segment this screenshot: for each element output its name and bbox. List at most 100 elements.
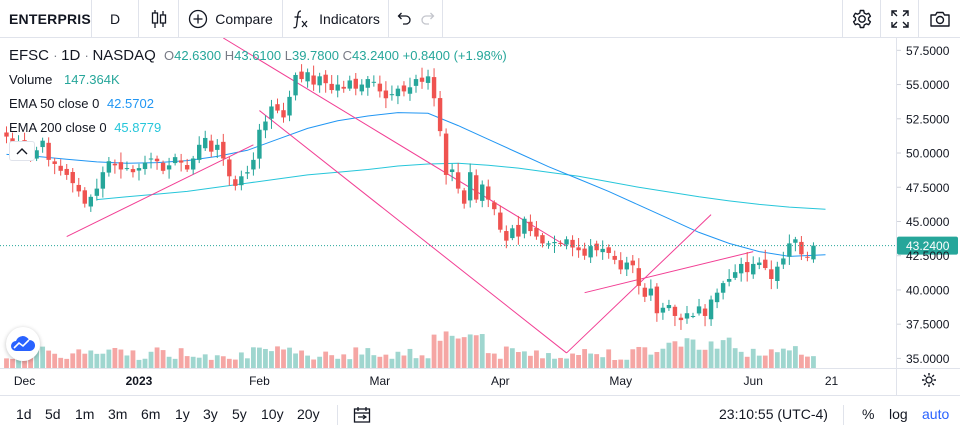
- clock-time[interactable]: 23:10:55 (UTC-4): [719, 406, 828, 422]
- volume-bar: [238, 352, 244, 368]
- log-toggle[interactable]: log: [889, 406, 908, 422]
- range-1m[interactable]: 1m: [75, 406, 95, 422]
- calendar-icon[interactable]: [353, 406, 371, 424]
- volume-bar: [696, 349, 702, 368]
- candle-body: [636, 268, 642, 286]
- indicators-button[interactable]: Indicators: [283, 0, 389, 38]
- range-20y[interactable]: 20y: [297, 406, 320, 422]
- candle: [413, 74, 419, 93]
- range-5y[interactable]: 5y: [232, 406, 247, 422]
- volume-bar: [389, 358, 395, 368]
- trend-line: [223, 38, 567, 247]
- candle-body: [594, 243, 599, 251]
- candle-body: [197, 144, 202, 160]
- candle: [443, 128, 449, 185]
- fullscreen-button[interactable]: [880, 0, 918, 38]
- candle: [124, 161, 130, 171]
- volume-bar: [768, 349, 774, 368]
- candle-body: [738, 263, 744, 274]
- redo-button[interactable]: [416, 0, 443, 38]
- candle-body: [431, 77, 437, 99]
- range-6m[interactable]: 6m: [141, 406, 161, 422]
- candle: [534, 221, 539, 240]
- candle: [732, 264, 738, 281]
- candle: [594, 240, 599, 257]
- volume-bar: [76, 349, 82, 368]
- tradingview-logo[interactable]: [6, 327, 40, 361]
- auto-toggle[interactable]: auto: [922, 406, 950, 422]
- candle: [588, 239, 593, 263]
- chart-type-button[interactable]: [139, 0, 179, 38]
- candle: [757, 257, 762, 270]
- volume-bar: [497, 358, 503, 368]
- compare-button[interactable]: Compare: [179, 0, 283, 38]
- candle: [425, 69, 431, 90]
- candle: [745, 252, 750, 282]
- volume-bar: [166, 356, 172, 368]
- axis-settings-icon[interactable]: [922, 373, 936, 387]
- volume-bar: [648, 354, 654, 368]
- legend-symbol-row: EFSC · 1D · NASDAQ O42.6300 H43.6100 L39…: [9, 47, 507, 64]
- open-value: 42.6300: [174, 48, 222, 63]
- volume-bar: [570, 353, 575, 368]
- candle-body: [130, 169, 136, 173]
- legend-exchange: NASDAQ: [92, 47, 156, 64]
- candle: [787, 234, 792, 265]
- volume-bar: [202, 354, 208, 368]
- candle: [347, 75, 352, 91]
- x-tick-label: Feb: [249, 374, 270, 388]
- axes[interactable]: 57.5000 55.0000 52.5000 50.0000 47.5000 45.00…: [0, 38, 960, 395]
- candle-body: [564, 239, 569, 245]
- price-chart[interactable]: 43.2400 57.5000 55.0000 52.5000 50.0000 47.5…: [0, 38, 960, 395]
- candle-body: [582, 248, 587, 256]
- trend-line: [584, 251, 754, 294]
- collapse-legend-button[interactable]: [9, 141, 35, 161]
- candle-body: [317, 76, 322, 86]
- symbol-search[interactable]: ENTERPRISE: [0, 0, 92, 38]
- candle-body: [323, 74, 328, 84]
- candle: [528, 214, 533, 237]
- volume-bar: [281, 349, 286, 368]
- screenshot-button[interactable]: [918, 0, 960, 38]
- undo-button[interactable]: [389, 0, 416, 38]
- candle: [257, 123, 262, 169]
- candle-body: [305, 72, 310, 82]
- candle-body: [395, 88, 401, 97]
- candle-body: [215, 144, 220, 150]
- candle-body: [245, 172, 250, 174]
- candle-body: [160, 162, 166, 171]
- candle-body: [455, 172, 461, 189]
- candle-body: [299, 71, 304, 80]
- candle-body: [76, 184, 81, 192]
- range-1y[interactable]: 1y: [175, 406, 190, 422]
- interval-button[interactable]: D: [92, 0, 139, 38]
- candle: [618, 252, 623, 275]
- volume-bar: [642, 347, 648, 368]
- candle: [335, 75, 340, 98]
- volume-bar: [16, 356, 21, 368]
- candle-body: [4, 132, 9, 137]
- candle-body: [684, 313, 690, 319]
- close-label: C: [342, 48, 352, 63]
- candle: [395, 85, 401, 105]
- candle-body: [172, 157, 178, 164]
- range-3m[interactable]: 3m: [108, 406, 128, 422]
- y-tick-label: 40.0000: [906, 283, 950, 297]
- range-5d[interactable]: 5d: [45, 406, 61, 422]
- candle-body: [702, 308, 708, 316]
- percent-toggle[interactable]: %: [862, 406, 875, 422]
- volume-bar: [52, 353, 58, 368]
- candle: [455, 162, 461, 194]
- candle-body: [100, 172, 106, 189]
- y-tick-label: 52.5000: [906, 112, 950, 126]
- candle-body: [648, 288, 654, 296]
- candle: [142, 155, 148, 175]
- range-1d[interactable]: 1d: [16, 406, 32, 422]
- trend-line: [66, 144, 254, 237]
- range-10y[interactable]: 10y: [261, 406, 284, 422]
- settings-button[interactable]: [842, 0, 880, 38]
- range-3y[interactable]: 3y: [203, 406, 218, 422]
- candle-body: [287, 96, 292, 116]
- volume-bar: [594, 354, 600, 368]
- candle: [197, 136, 202, 164]
